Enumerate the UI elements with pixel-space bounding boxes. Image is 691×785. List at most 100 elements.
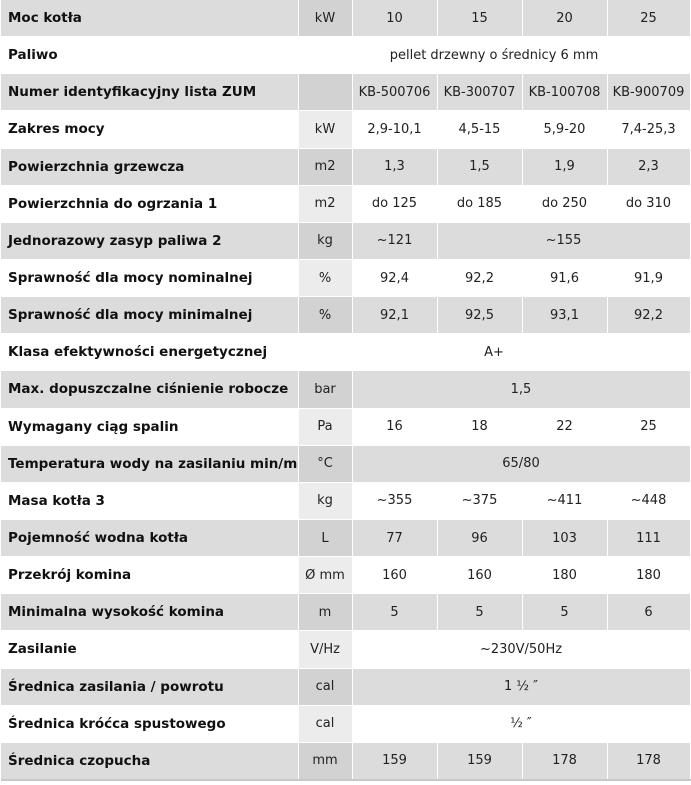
row-unit: bar (298, 370, 353, 409)
value-cell: 1,3 (352, 148, 438, 186)
row-unit: m2 (298, 185, 353, 223)
row-label: Paliwo (1, 36, 299, 75)
value-cell: 92,2 (607, 296, 691, 335)
value-cell: 92,2 (437, 259, 523, 298)
table-row: Sprawność dla mocy minimalnej% 92,1 92,5 93… (1, 296, 691, 335)
value-cell: ~155 (437, 222, 691, 260)
row-label: Masa kotła 3 (1, 482, 299, 520)
value-cell: 16 (352, 408, 438, 446)
value-cell: 159 (437, 742, 523, 781)
table-row: Średnica króćca spustowego cal ½ ″ (1, 705, 691, 743)
row-unit: Pa (298, 408, 353, 446)
value-cell: KB-900709 (607, 73, 691, 112)
table-row: Paliwo pellet drzewny o średnicy 6 mm (1, 36, 691, 75)
row-label: Średnica czopucha (1, 742, 299, 781)
value-cell: 10 (352, 0, 438, 38)
value-cell: 96 (437, 519, 523, 558)
row-label: Minimalna wysokość komina (1, 593, 299, 632)
table-row: Średnica czopucha mm 159 159 178 178 (1, 742, 691, 781)
row-unit: % (298, 296, 353, 335)
row-label: Wymagany ciąg spalin (1, 408, 299, 446)
row-label: Max. dopuszczalne ciśnienie robocze (1, 370, 299, 409)
value-cell: 1,5 (437, 148, 523, 186)
row-unit: kg (298, 222, 353, 260)
row-label: Powierzchnia do ogrzania 1 (1, 185, 299, 223)
value-cell: 25 (607, 408, 691, 446)
value-cell: ~375 (437, 482, 523, 520)
value-cell: 5 (437, 593, 523, 632)
row-unit: °C (298, 445, 353, 483)
row-unit: m (298, 593, 353, 632)
value-cell: 1,9 (522, 148, 608, 186)
row-label: Średnica króćca spustowego (1, 705, 299, 743)
value-cell: 18 (437, 408, 523, 446)
value-cell: 178 (607, 742, 691, 781)
value-cell: 15 (437, 0, 523, 38)
table-row: Powierzchnia do ogrzania 1 m2 do 125 do 185… (1, 185, 691, 223)
value-cell: pellet drzewny o średnicy 6 mm (298, 36, 691, 75)
row-label: Zakres mocy (1, 110, 299, 149)
value-cell: 159 (352, 742, 438, 781)
value-cell: KB-100708 (522, 73, 608, 112)
value-cell: KB-300707 (437, 73, 523, 112)
value-cell: 4,5-15 (437, 110, 523, 149)
table-row: Przekrój komina Ø mm 160 160 180 180 (1, 556, 691, 595)
value-cell: 92,4 (352, 259, 438, 298)
row-unit (298, 73, 353, 112)
row-label: Sprawność dla mocy minimalnej (1, 296, 299, 335)
row-label: Zasilanie (1, 630, 299, 669)
row-label: Jednorazowy zasyp paliwa 2 (1, 222, 299, 260)
row-label: Przekrój komina (1, 556, 299, 595)
value-cell: 180 (607, 556, 691, 595)
table-row: Wymagany ciąg spalin Pa 16 18 22 25 (1, 408, 691, 446)
value-cell: 20 (522, 0, 608, 38)
value-cell: 91,9 (607, 259, 691, 298)
value-cell: 92,1 (352, 296, 438, 335)
row-unit: Ø mm (298, 556, 353, 595)
value-cell: 1 ½ ″ (352, 668, 691, 706)
table-row: Klasa efektywności energetycznej A+ (1, 333, 691, 372)
table-row: Numer identyfikacyjny lista ZUM KB-500706… (1, 73, 691, 112)
value-cell: 180 (522, 556, 608, 595)
value-cell: KB-500706 (352, 73, 438, 112)
table-row: Pojemność wodna kotła L 77 96 103 111 (1, 519, 691, 558)
row-label: Średnica zasilania / powrotu (1, 668, 299, 706)
table-row: Średnica zasilania / powrotu cal 1 ½ ″ (1, 668, 691, 706)
value-cell: 93,1 (522, 296, 608, 335)
value-cell: 103 (522, 519, 608, 558)
table-row: Powierzchnia grzewcza m2 1,3 1,5 1,9 2,3 (1, 148, 691, 186)
value-cell: 2,3 (607, 148, 691, 186)
value-cell: 160 (437, 556, 523, 595)
value-cell: 1,5 (352, 370, 691, 409)
row-unit: cal (298, 668, 353, 706)
value-cell: 111 (607, 519, 691, 558)
row-unit: kW (298, 0, 353, 38)
value-cell: 5 (522, 593, 608, 632)
value-cell: 25 (607, 0, 691, 38)
value-cell: 2,9-10,1 (352, 110, 438, 149)
row-unit: % (298, 259, 353, 298)
row-label: Sprawność dla mocy nominalnej (1, 259, 299, 298)
row-unit: V/Hz (298, 630, 353, 669)
value-cell: 77 (352, 519, 438, 558)
value-cell: do 125 (352, 185, 438, 223)
value-cell: ~121 (352, 222, 438, 260)
table-row: Max. dopuszczalne ciśnienie robocze bar 1,… (1, 370, 691, 409)
value-cell: 5 (352, 593, 438, 632)
table-row: Temperatura wody na zasilaniu min/max. °C… (1, 445, 691, 483)
value-cell: 91,6 (522, 259, 608, 298)
row-unit: kg (298, 482, 353, 520)
value-cell: 92,5 (437, 296, 523, 335)
row-unit: L (298, 519, 353, 558)
value-cell: A+ (298, 333, 691, 372)
row-unit: m2 (298, 148, 353, 186)
row-unit: kW (298, 110, 353, 149)
value-cell: do 310 (607, 185, 691, 223)
row-label: Numer identyfikacyjny lista ZUM (1, 73, 299, 112)
value-cell: 22 (522, 408, 608, 446)
value-cell: ~355 (352, 482, 438, 520)
value-cell: 160 (352, 556, 438, 595)
table-row: Minimalna wysokość komina m 5 5 5 6 (1, 593, 691, 632)
